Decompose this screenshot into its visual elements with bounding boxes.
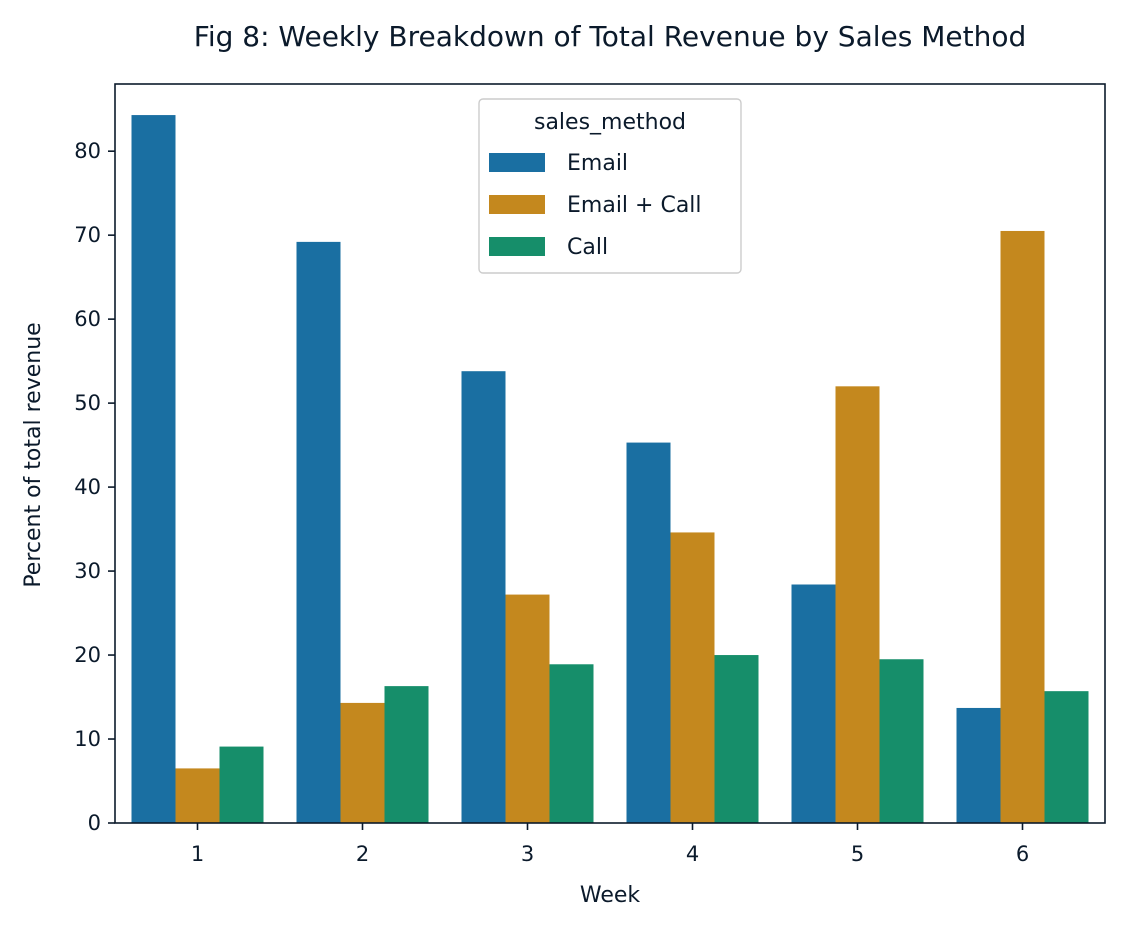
bar-email-call-week-5 (835, 386, 880, 823)
bar-email-week-5 (791, 584, 836, 823)
y-tick-label: 70 (74, 223, 101, 247)
bars-group (131, 115, 1089, 823)
y-axis: 0 10 20 30 40 50 60 70 80 (74, 139, 115, 835)
y-axis-label: Percent of total revenue (21, 322, 46, 587)
bar-email-week-2 (296, 241, 341, 823)
x-tick-label: 4 (686, 842, 699, 866)
y-tick-label: 10 (74, 727, 101, 751)
legend-swatch-email-call (489, 195, 545, 214)
bar-email-call-week-3 (505, 594, 550, 823)
legend-swatch-call (489, 237, 545, 256)
bar-call-week-3 (549, 664, 594, 823)
y-tick-label: 80 (74, 139, 101, 163)
plot-frame (114, 83, 1106, 824)
bar-email-week-3 (461, 371, 506, 823)
y-tick-label: 0 (88, 811, 101, 835)
bar-email-week-1 (131, 115, 176, 823)
x-tick-label: 5 (851, 842, 864, 866)
x-tick-label: 6 (1016, 842, 1029, 866)
y-tick-label: 50 (74, 391, 101, 415)
x-tick-label: 3 (521, 842, 534, 866)
bar-email-week-4 (626, 442, 671, 823)
bar-email-week-6 (956, 707, 1001, 823)
bar-call-week-6 (1044, 691, 1089, 823)
chart-title: Fig 8: Weekly Breakdown of Total Revenue… (194, 20, 1027, 53)
legend-swatch-email (489, 153, 545, 172)
y-tick-label: 60 (74, 307, 101, 331)
bar-call-week-5 (879, 659, 924, 823)
y-tick-label: 40 (74, 475, 101, 499)
legend-label-call: Call (567, 235, 608, 260)
y-tick-label: 20 (74, 643, 101, 667)
bar-email-call-week-1 (175, 768, 220, 823)
x-axis: 1 2 3 4 5 6 (191, 823, 1029, 866)
bar-call-week-4 (714, 655, 759, 823)
bar-email-call-week-2 (340, 702, 385, 823)
bar-call-week-1 (219, 746, 264, 823)
legend-frame (478, 98, 742, 274)
legend: sales_method Email Email + Call Call (478, 98, 742, 274)
legend-title: sales_method (534, 110, 686, 135)
bar-email-call-week-4 (670, 532, 715, 823)
bar-email-call-week-6 (1000, 230, 1045, 823)
x-tick-label: 1 (191, 842, 204, 866)
x-tick-label: 2 (356, 842, 369, 866)
y-tick-label: 30 (74, 559, 101, 583)
legend-label-email: Email (567, 151, 628, 176)
x-axis-label: Week (580, 883, 641, 908)
bar-call-week-2 (384, 686, 429, 823)
legend-label-email-call: Email + Call (567, 193, 702, 218)
